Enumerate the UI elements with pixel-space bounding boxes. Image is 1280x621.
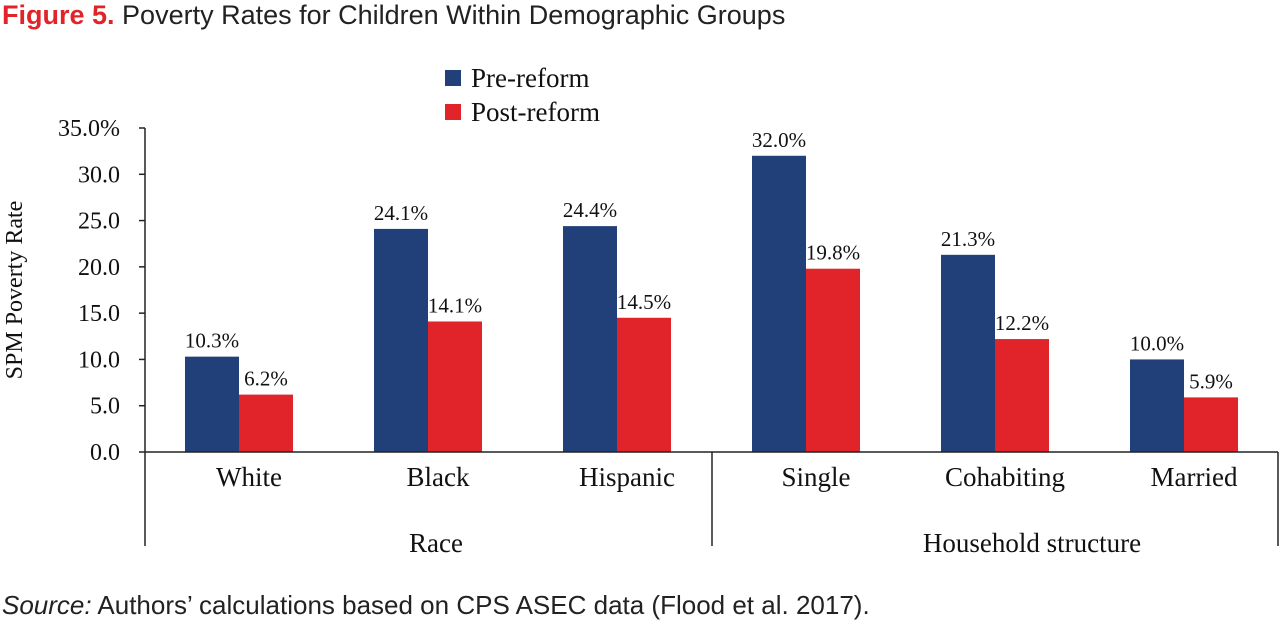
bar-pre-reform-hispanic <box>563 226 617 452</box>
data-label-pre-reform-cohabiting: 21.3% <box>941 227 995 251</box>
source-label: Source: <box>2 590 92 620</box>
bar-post-reform-single <box>806 269 860 452</box>
y-tick-label: 35.0% <box>58 116 120 142</box>
data-label-pre-reform-married: 10.0% <box>1130 331 1184 355</box>
y-tick-label: 15.0 <box>78 301 120 327</box>
group-label: Household structure <box>923 528 1141 558</box>
data-label-post-reform-cohabiting: 12.2% <box>995 311 1049 335</box>
legend-swatch-pre-reform <box>445 70 461 86</box>
y-tick-label: 20.0 <box>78 255 120 281</box>
data-label-post-reform-hispanic: 14.5% <box>617 290 671 314</box>
bar-pre-reform-married <box>1130 359 1184 452</box>
data-label-post-reform-black: 14.1% <box>428 293 482 317</box>
bar-post-reform-black <box>428 321 482 452</box>
data-label-post-reform-single: 19.8% <box>806 241 860 265</box>
x-tick-label: Hispanic <box>579 462 675 492</box>
legend: Pre-reform Post-reform <box>445 63 600 127</box>
x-axis: White Black Hispanic Single Cohabiting Marrie… <box>145 452 1278 558</box>
data-label-post-reform-white: 6.2% <box>244 367 288 391</box>
legend-swatch-post-reform <box>445 104 461 120</box>
data-label-pre-reform-black: 24.1% <box>374 201 428 225</box>
bar-pre-reform-black <box>374 229 428 452</box>
bar-post-reform-married <box>1184 397 1238 452</box>
y-tick-label: 10.0 <box>78 347 120 373</box>
data-label-pre-reform-single: 32.0% <box>752 128 806 152</box>
y-tick-label: 0.0 <box>90 440 120 466</box>
bar-pre-reform-single <box>752 156 806 452</box>
x-tick-label: Single <box>781 462 850 492</box>
y-tick-label: 5.0 <box>90 394 120 420</box>
source-text: Authors’ calculations based on CPS ASEC … <box>97 590 869 620</box>
bar-pre-reform-cohabiting <box>941 255 995 452</box>
x-tick-label: White <box>216 462 282 492</box>
y-tick-label: 30.0 <box>78 162 120 188</box>
data-label-pre-reform-white: 10.3% <box>185 329 239 353</box>
x-tick-label: Married <box>1151 462 1238 492</box>
y-axis-title: SPM Poverty Rate <box>2 201 28 380</box>
bar-post-reform-cohabiting <box>995 339 1049 452</box>
y-axis: 0.0 5.0 10.0 15.0 20.0 25.0 30.0 35.0% SPM Pover… <box>2 116 145 466</box>
legend-label-post-reform: Post-reform <box>471 97 600 127</box>
group-label: Race <box>409 528 463 558</box>
bar-post-reform-white <box>239 395 293 452</box>
x-tick-label: Black <box>407 462 470 492</box>
bar-post-reform-hispanic <box>617 318 671 452</box>
bar-chart: Pre-reform Post-reform 0.0 5.0 10.0 15.0 20.0… <box>0 0 1280 590</box>
data-label-pre-reform-hispanic: 24.4% <box>563 198 617 222</box>
legend-label-pre-reform: Pre-reform <box>471 63 589 93</box>
y-tick-label: 25.0 <box>78 209 120 235</box>
source-note: Source: Authors’ calculations based on C… <box>2 590 870 621</box>
x-tick-label: Cohabiting <box>945 462 1065 492</box>
data-label-post-reform-married: 5.9% <box>1189 369 1233 393</box>
bars: 10.3%6.2% 24.1% 14.1% 24.4% 14.5% 32.0% 19.8% 2… <box>185 128 1238 452</box>
bar-pre-reform-white <box>185 357 239 452</box>
